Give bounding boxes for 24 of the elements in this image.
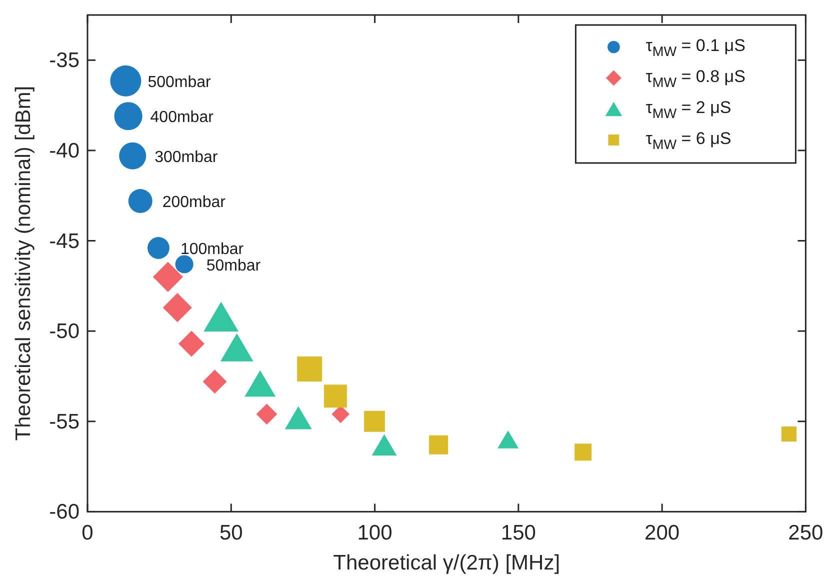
annotation: 100mbar [180, 240, 244, 258]
x-tick-label: 100 [357, 522, 392, 545]
y-tick-label: -55 [49, 410, 80, 434]
legend-label: τ$_{MW}$ = 6 μS [646, 129, 732, 152]
x-tick-label: 150 [500, 522, 536, 545]
y-axis-title: Theoretical sensitivity (nominal) [dBm] [12, 86, 35, 441]
y-tick-label: -45 [49, 230, 80, 253]
x-tick-label: 200 [644, 522, 680, 545]
annotation: 400mbar [150, 109, 214, 126]
x-tick-label: 50 [219, 522, 243, 545]
y-tick-label: -35 [49, 49, 80, 72]
annotation: 50mbar [206, 257, 262, 274]
annotation: 300mbar [154, 148, 218, 166]
y-tick-label: -60 [49, 500, 80, 524]
legend-label: τ$_{MW}$ = 0.1 μS [646, 36, 746, 59]
annotation: 500mbar [148, 74, 212, 91]
y-tick-label: -40 [49, 139, 80, 162]
legend-label: τ$_{MW}$ = 0.8 μS [646, 67, 746, 90]
x-axis-title: Theoretical γ/(2π) [MHz] [333, 552, 560, 575]
legend-label: τ$_{MW}$ = 2 μS [646, 98, 732, 121]
y-tick-label: -50 [49, 320, 80, 344]
x-tick-label: 250 [788, 522, 824, 545]
annotation: 200mbar [162, 194, 226, 212]
x-tick-label: 0 [82, 522, 94, 545]
